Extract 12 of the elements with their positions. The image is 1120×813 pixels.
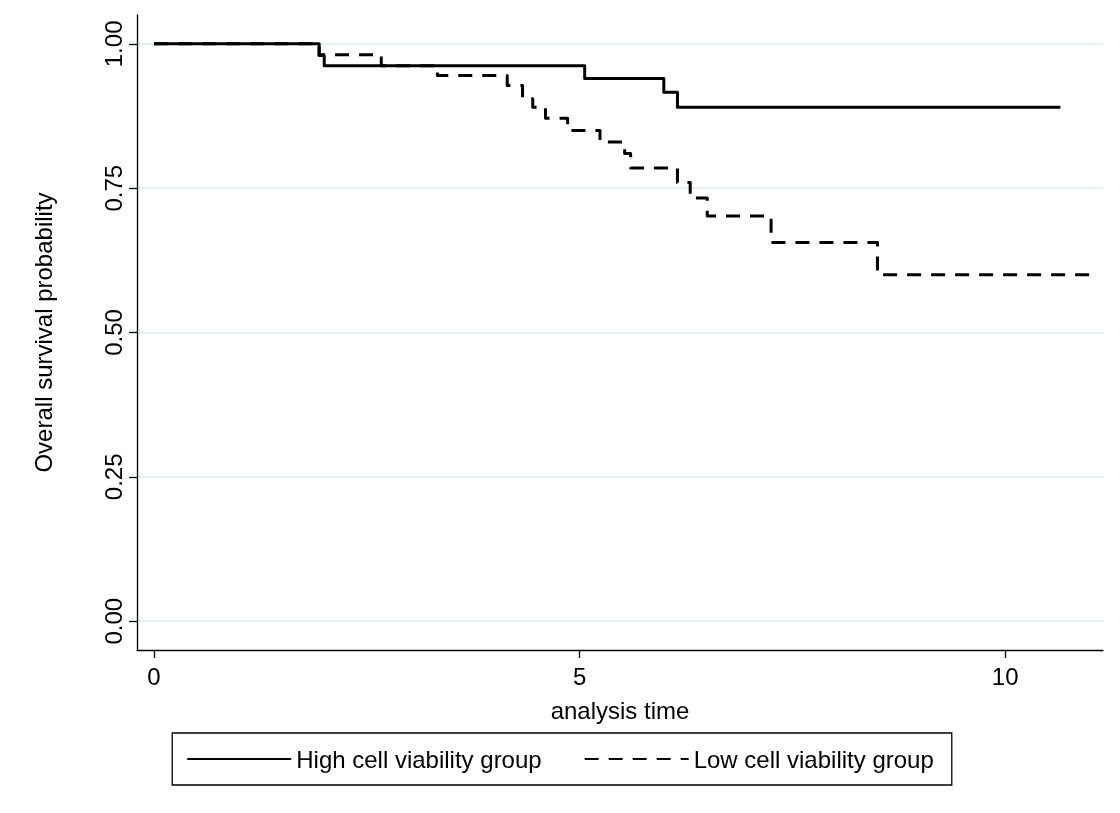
x-axis-title: analysis time — [550, 696, 690, 724]
legend-label: Low cell viability group — [693, 745, 934, 773]
legend-label: High cell viability group — [296, 745, 542, 773]
y-axis-title: Overall survival probability — [29, 192, 57, 473]
y-tick-label: 0.25 — [99, 453, 127, 501]
y-tick-label: 0.75 — [99, 164, 127, 212]
x-tick-label: 10 — [991, 662, 1019, 690]
x-tick-label: 0 — [147, 662, 161, 690]
y-tick-label: 0.50 — [99, 309, 127, 356]
x-tick-label: 5 — [572, 662, 587, 690]
y-tick-label: 1.00 — [99, 20, 127, 68]
y-tick-label: 0.00 — [99, 597, 127, 645]
